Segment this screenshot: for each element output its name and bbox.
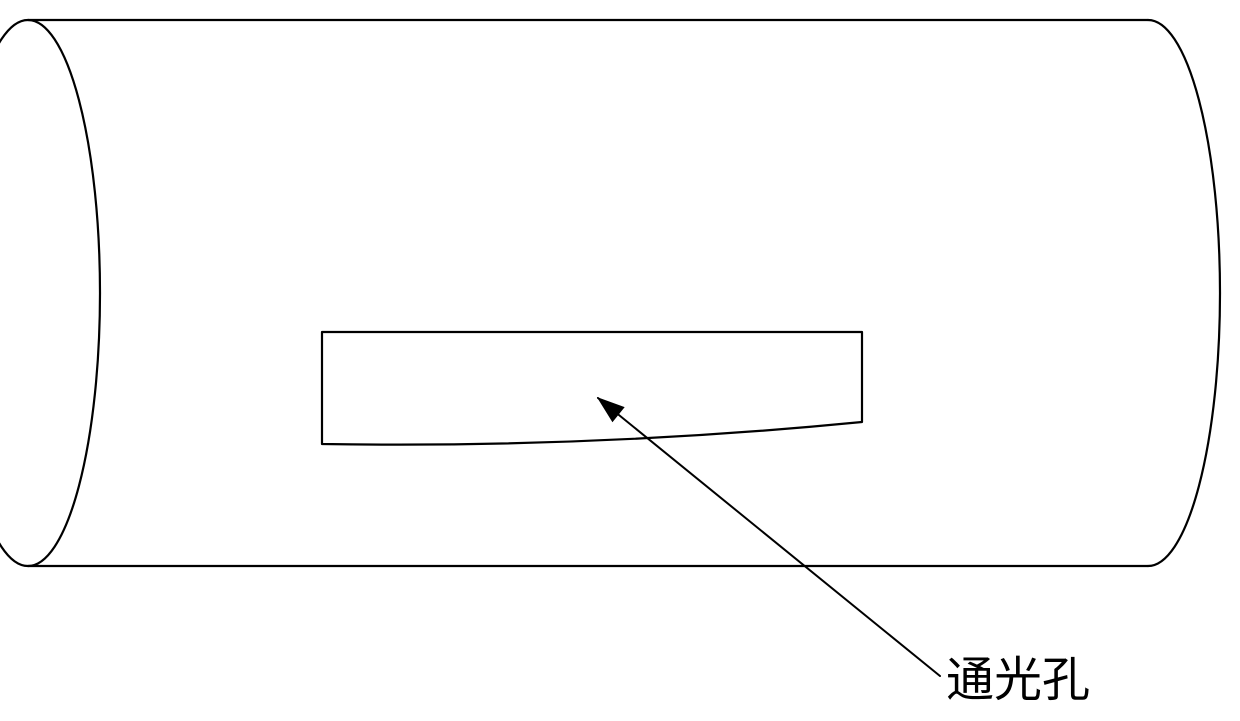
diagram-svg (0, 0, 1240, 721)
callout-label: 通光孔 (946, 640, 1090, 710)
diagram-stage: 通光孔 (0, 0, 1240, 721)
